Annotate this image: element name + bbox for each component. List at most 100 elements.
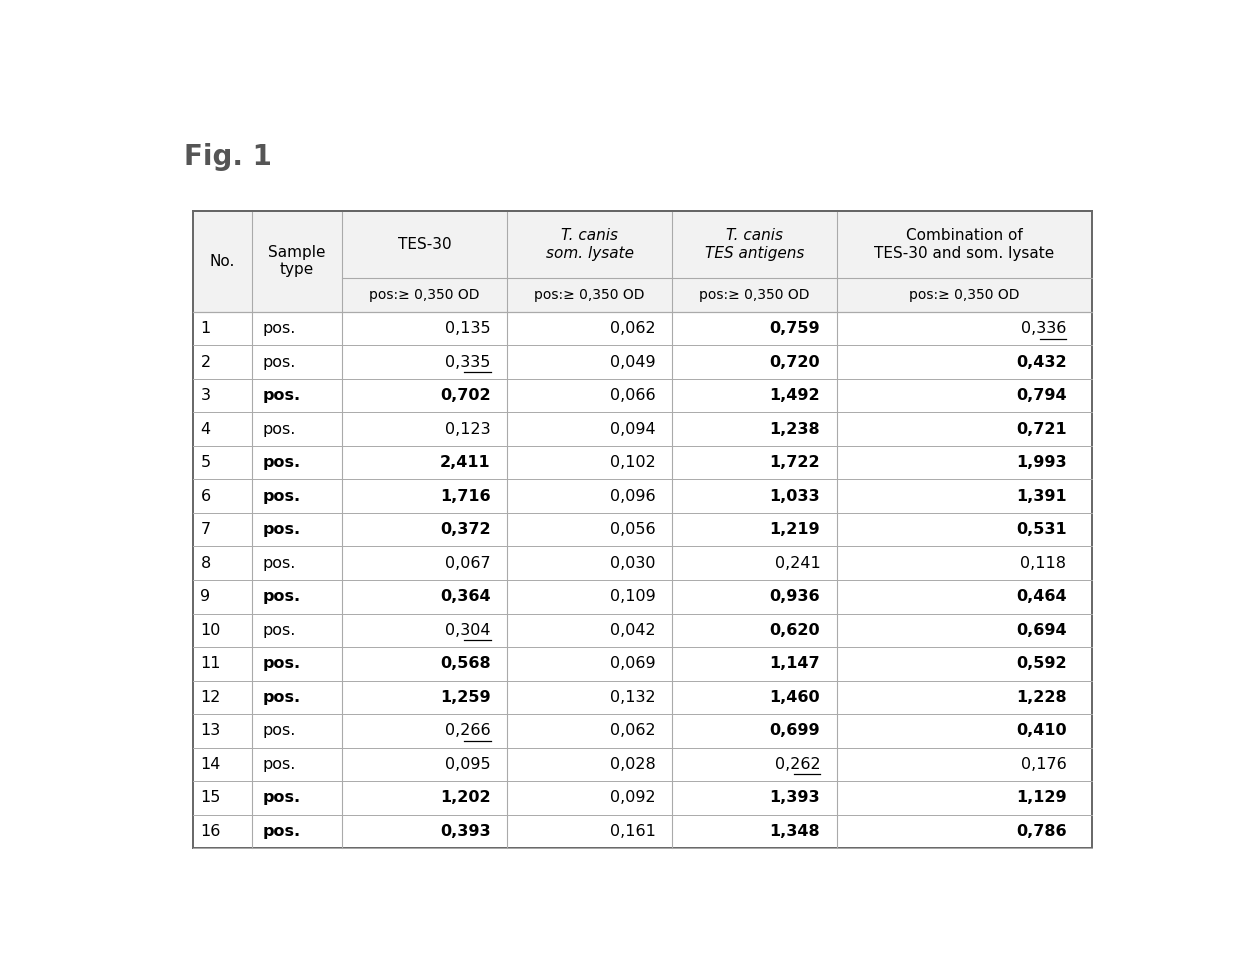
- Text: 5: 5: [201, 455, 211, 470]
- Text: 1,716: 1,716: [440, 489, 491, 504]
- Text: T. canis
som. lysate: T. canis som. lysate: [546, 228, 634, 261]
- Text: 0,721: 0,721: [1016, 422, 1066, 436]
- Text: 1,993: 1,993: [1016, 455, 1066, 470]
- Text: pos.: pos.: [263, 489, 301, 504]
- Text: 0,161: 0,161: [610, 824, 656, 839]
- Text: pos.: pos.: [263, 422, 296, 436]
- Text: 0,028: 0,028: [610, 757, 656, 771]
- Text: 16: 16: [201, 824, 221, 839]
- Text: 0,702: 0,702: [440, 389, 491, 403]
- Text: 0,936: 0,936: [770, 589, 821, 604]
- Text: 0,067: 0,067: [445, 556, 491, 571]
- Text: 0,335: 0,335: [445, 355, 491, 370]
- Text: 0,049: 0,049: [610, 355, 656, 370]
- Text: 0,372: 0,372: [440, 522, 491, 538]
- Text: 0,266: 0,266: [445, 724, 491, 738]
- Text: 0,118: 0,118: [1021, 556, 1066, 571]
- Bar: [193, 210, 1092, 848]
- Text: 0,720: 0,720: [770, 355, 821, 370]
- Text: 1,219: 1,219: [770, 522, 821, 538]
- Text: 0,694: 0,694: [1016, 622, 1066, 638]
- Text: 0,109: 0,109: [610, 589, 656, 604]
- Text: 1,259: 1,259: [440, 690, 491, 705]
- Text: 0,699: 0,699: [770, 724, 821, 738]
- Text: pos:≥ 0,350 OD: pos:≥ 0,350 OD: [699, 288, 810, 302]
- Text: 1,492: 1,492: [770, 389, 821, 403]
- Text: pos.: pos.: [263, 824, 301, 839]
- Text: 0,786: 0,786: [1016, 824, 1066, 839]
- Text: 0,066: 0,066: [610, 389, 656, 403]
- Text: 1,147: 1,147: [770, 656, 821, 671]
- Text: 0,062: 0,062: [610, 321, 656, 336]
- Text: 11: 11: [201, 656, 221, 671]
- Text: pos.: pos.: [263, 724, 296, 738]
- Text: 1,391: 1,391: [1016, 489, 1066, 504]
- Text: 0,568: 0,568: [440, 656, 491, 671]
- Text: 14: 14: [201, 757, 221, 771]
- Text: 0,176: 0,176: [1021, 757, 1066, 771]
- Text: 0,393: 0,393: [440, 824, 491, 839]
- Text: Fig. 1: Fig. 1: [184, 143, 272, 171]
- Text: 1,202: 1,202: [440, 790, 491, 805]
- Text: 1,460: 1,460: [770, 690, 821, 705]
- Text: 7: 7: [201, 522, 211, 538]
- Text: T. canis
TES antigens: T. canis TES antigens: [704, 228, 804, 261]
- Text: pos.: pos.: [263, 589, 301, 604]
- Text: 0,030: 0,030: [610, 556, 656, 571]
- Text: 0,531: 0,531: [1016, 522, 1066, 538]
- Text: 4: 4: [201, 422, 211, 436]
- Text: pos.: pos.: [263, 622, 296, 638]
- Text: 0,135: 0,135: [445, 321, 491, 336]
- Text: 3: 3: [201, 389, 211, 403]
- Text: 0,262: 0,262: [775, 757, 821, 771]
- Text: 0,095: 0,095: [445, 757, 491, 771]
- Text: 0,304: 0,304: [445, 622, 491, 638]
- Text: 0,069: 0,069: [610, 656, 656, 671]
- Text: 8: 8: [201, 556, 211, 571]
- Text: 10: 10: [201, 622, 221, 638]
- Text: 9: 9: [201, 589, 211, 604]
- Text: 0,620: 0,620: [770, 622, 821, 638]
- Text: pos.: pos.: [263, 556, 296, 571]
- Text: 0,096: 0,096: [610, 489, 656, 504]
- Text: pos:≥ 0,350 OD: pos:≥ 0,350 OD: [909, 288, 1019, 302]
- Text: 12: 12: [201, 690, 221, 705]
- Text: 0,056: 0,056: [610, 522, 656, 538]
- Text: 0,364: 0,364: [440, 589, 491, 604]
- Text: 1,228: 1,228: [1016, 690, 1066, 705]
- Text: pos.: pos.: [263, 321, 296, 336]
- Text: pos:≥ 0,350 OD: pos:≥ 0,350 OD: [370, 288, 480, 302]
- Text: 0,094: 0,094: [610, 422, 656, 436]
- Text: 0,092: 0,092: [610, 790, 656, 805]
- Text: 0,241: 0,241: [775, 556, 821, 571]
- Text: pos.: pos.: [263, 790, 301, 805]
- Text: 15: 15: [201, 790, 221, 805]
- Text: Combination of
TES-30 and som. lysate: Combination of TES-30 and som. lysate: [874, 228, 1054, 261]
- Text: 0,123: 0,123: [445, 422, 491, 436]
- Text: 0,794: 0,794: [1016, 389, 1066, 403]
- Text: 0,336: 0,336: [1021, 321, 1066, 336]
- Text: pos.: pos.: [263, 656, 301, 671]
- Text: 2: 2: [201, 355, 211, 370]
- Text: 0,592: 0,592: [1016, 656, 1066, 671]
- Text: pos.: pos.: [263, 522, 301, 538]
- Text: 0,464: 0,464: [1016, 589, 1066, 604]
- Text: 1: 1: [201, 321, 211, 336]
- Text: 0,410: 0,410: [1016, 724, 1066, 738]
- Text: 0,132: 0,132: [610, 690, 656, 705]
- Bar: [193, 210, 1092, 312]
- Text: pos.: pos.: [263, 389, 301, 403]
- Text: pos.: pos.: [263, 355, 296, 370]
- Text: 0,102: 0,102: [610, 455, 656, 470]
- Text: 6: 6: [201, 489, 211, 504]
- Text: pos:≥ 0,350 OD: pos:≥ 0,350 OD: [534, 288, 645, 302]
- Text: pos.: pos.: [263, 455, 301, 470]
- Text: 13: 13: [201, 724, 221, 738]
- Text: pos.: pos.: [263, 690, 301, 705]
- Text: 0,062: 0,062: [610, 724, 656, 738]
- Text: Sample
type: Sample type: [268, 245, 326, 278]
- Text: 0,432: 0,432: [1016, 355, 1066, 370]
- Text: 1,238: 1,238: [770, 422, 821, 436]
- Text: TES-30: TES-30: [398, 237, 451, 252]
- Text: 1,722: 1,722: [770, 455, 821, 470]
